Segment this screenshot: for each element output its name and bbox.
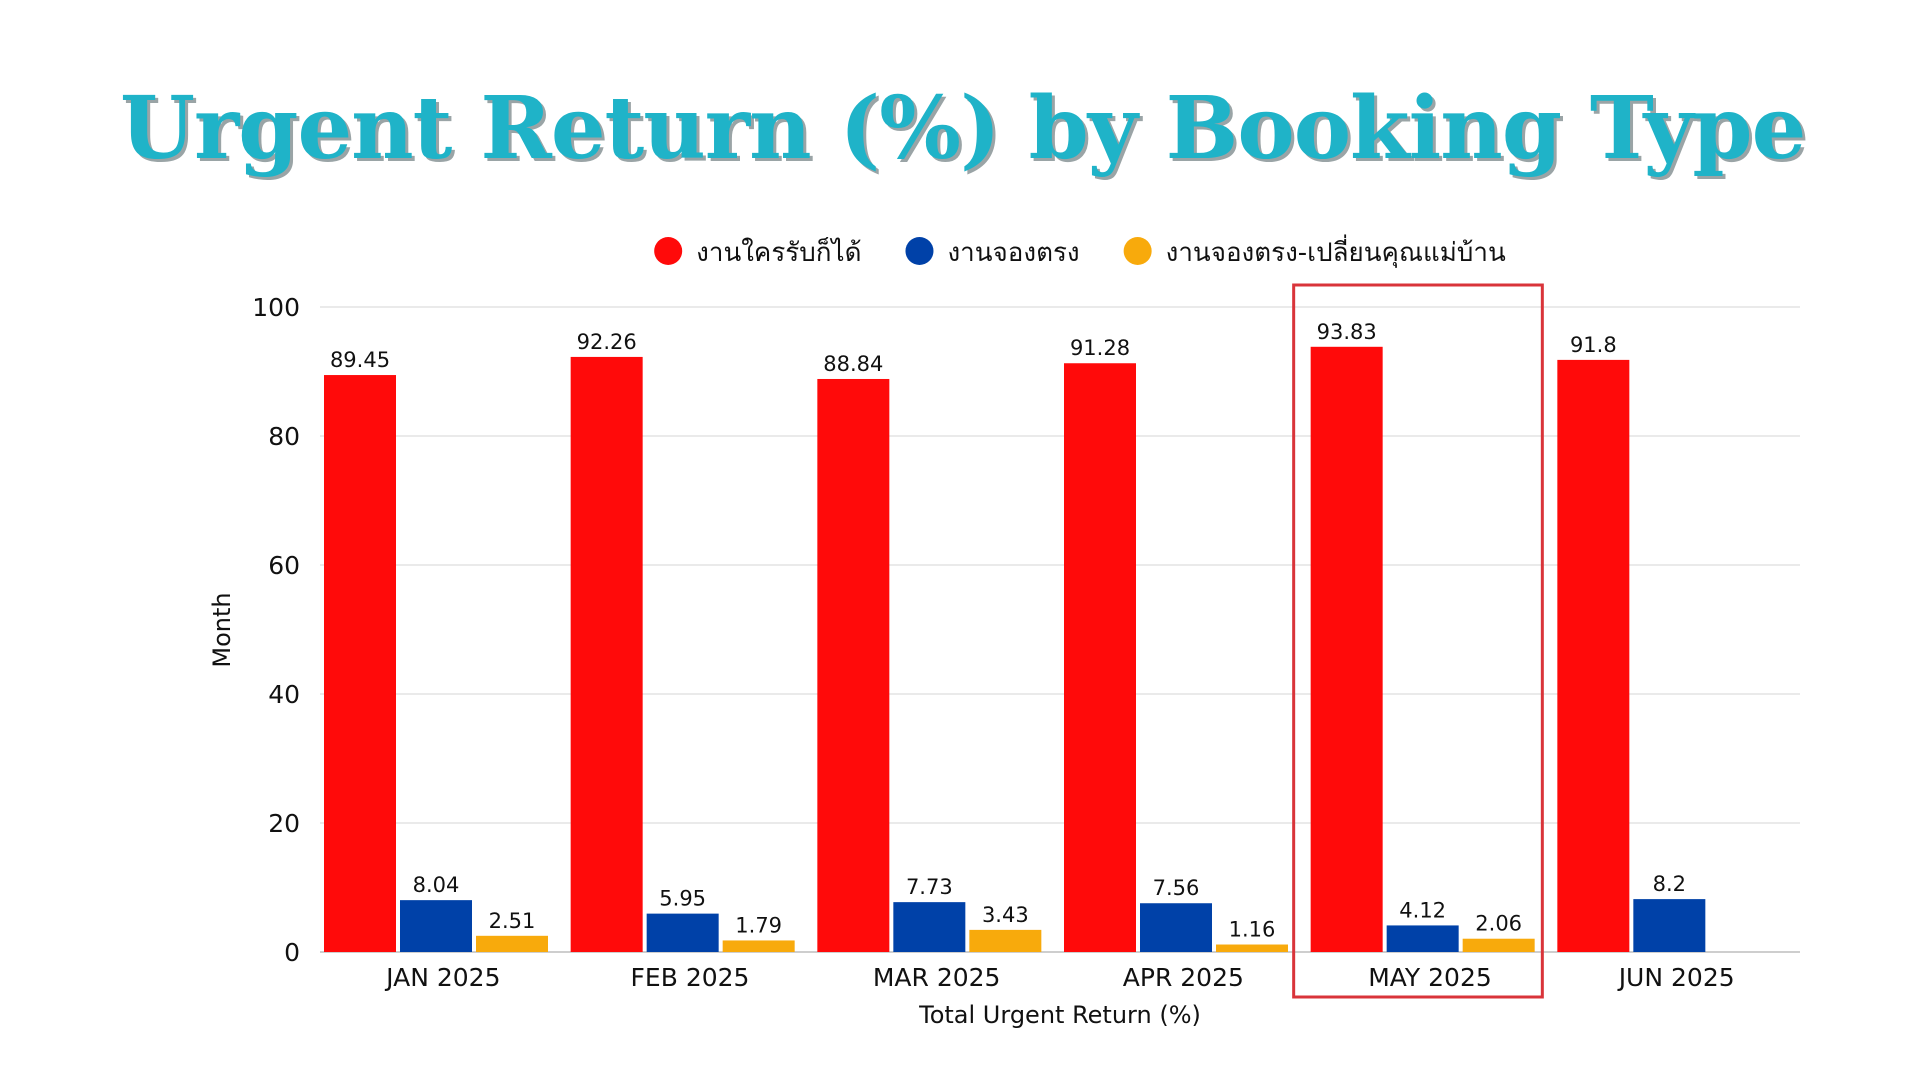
x-tick-label: MAR 2025 bbox=[873, 963, 1001, 992]
bars bbox=[324, 346, 1706, 953]
legend-label: งานจองตรง bbox=[947, 238, 1079, 268]
data-label: 92.26 bbox=[577, 330, 637, 354]
data-label: 4.12 bbox=[1399, 898, 1446, 922]
legend-label: งานจองตรง-เปลี่ยนคุณแม่บ้าน bbox=[1166, 234, 1506, 268]
bar bbox=[817, 378, 890, 952]
legend-item: งานใครรับก็ได้ bbox=[654, 236, 861, 268]
bar bbox=[1557, 359, 1630, 952]
bar bbox=[570, 356, 643, 953]
data-label: 2.51 bbox=[489, 909, 536, 933]
data-label: 8.2 bbox=[1653, 872, 1686, 896]
legend-item: งานจองตรง bbox=[905, 237, 1080, 268]
bar bbox=[1633, 899, 1706, 952]
bar bbox=[1216, 944, 1288, 952]
data-label: 88.84 bbox=[823, 352, 883, 376]
legend-swatch bbox=[1123, 237, 1152, 265]
bar bbox=[1462, 938, 1535, 952]
data-label: 2.06 bbox=[1475, 912, 1522, 936]
data-label: 91.8 bbox=[1570, 333, 1617, 357]
data-label: 7.73 bbox=[906, 875, 953, 899]
bar bbox=[324, 375, 396, 952]
legend-swatch bbox=[905, 237, 934, 265]
data-label: 91.28 bbox=[1070, 336, 1130, 360]
data-label: 93.83 bbox=[1317, 320, 1377, 344]
data-labels: 89.45 8.04 2.51 92.26 5.95 1.79 88.84 7.73 3.43 9… bbox=[330, 320, 1686, 942]
y-tick-label: 40 bbox=[268, 680, 300, 709]
bar bbox=[893, 902, 966, 952]
chart-title: Urgent Return (%) by Booking Type bbox=[120, 78, 1806, 179]
data-label: 1.79 bbox=[735, 913, 782, 937]
x-tick-label: MAY 2025 bbox=[1368, 963, 1492, 992]
data-label: 89.45 bbox=[330, 348, 390, 372]
bar bbox=[1064, 363, 1136, 952]
legend-swatch bbox=[654, 237, 683, 265]
data-label: 3.43 bbox=[982, 903, 1029, 927]
legend: งานใครรับก็ได้ งานจองตรง งานจองตรง-เปลี่ยน… bbox=[654, 234, 1506, 268]
legend-label: งานใครรับก็ได้ bbox=[696, 236, 861, 268]
x-tick-label: JAN 2025 bbox=[384, 963, 500, 992]
axes: 0 20 40 60 80 100 JAN 2025 FEB 2025 MAR 2025 APR … bbox=[252, 293, 1734, 992]
data-label: 5.95 bbox=[659, 887, 706, 911]
bar bbox=[400, 900, 472, 952]
y-tick-label: 0 bbox=[284, 938, 300, 967]
y-tick-label: 60 bbox=[268, 551, 300, 580]
x-tick-label: APR 2025 bbox=[1123, 963, 1244, 992]
bar bbox=[476, 935, 548, 952]
x-tick-label: FEB 2025 bbox=[631, 963, 750, 992]
y-tick-label: 80 bbox=[268, 422, 300, 451]
legend-item: งานจองตรง-เปลี่ยนคุณแม่บ้าน bbox=[1123, 234, 1506, 268]
x-tick-label: JUN 2025 bbox=[1617, 963, 1735, 992]
y-tick-label: 20 bbox=[268, 809, 300, 838]
bar bbox=[969, 929, 1042, 952]
highlight-rect bbox=[1292, 283, 1544, 999]
data-label: 7.56 bbox=[1153, 876, 1200, 900]
bar bbox=[1386, 925, 1459, 952]
bar bbox=[722, 940, 795, 952]
bar bbox=[1140, 903, 1212, 952]
bar bbox=[646, 913, 719, 952]
gridlines bbox=[320, 306, 1800, 953]
x-axis-title: Total Urgent Return (%) bbox=[918, 1001, 1201, 1029]
y-axis-title: Month bbox=[208, 592, 236, 667]
highlight-box bbox=[1292, 283, 1544, 999]
data-label: 1.16 bbox=[1229, 918, 1276, 942]
bar bbox=[1310, 346, 1383, 952]
data-label: 8.04 bbox=[413, 873, 460, 897]
y-tick-label: 100 bbox=[252, 293, 300, 322]
